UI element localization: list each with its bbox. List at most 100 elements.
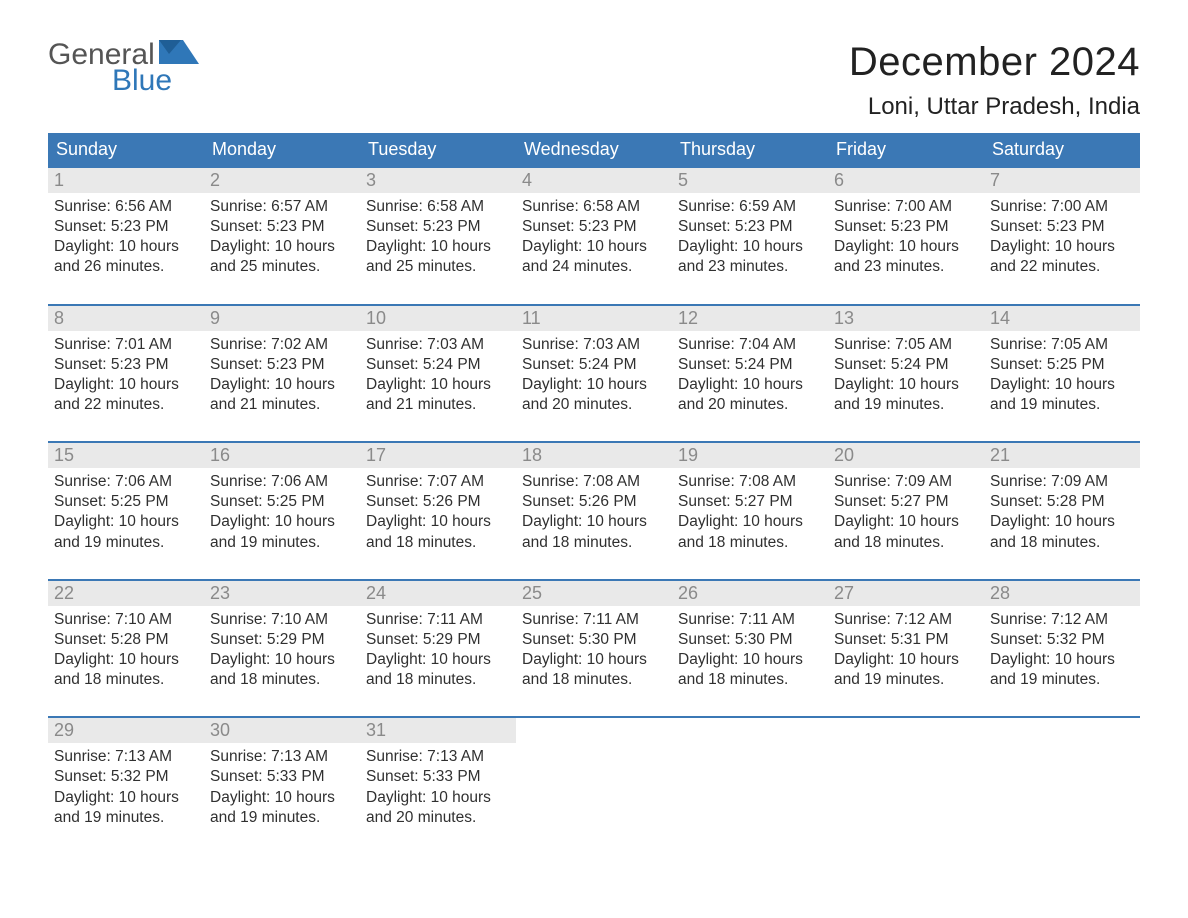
day-sunset: Sunset: 5:28 PM (990, 492, 1134, 512)
day-sunrise: Sunrise: 7:03 AM (522, 335, 666, 355)
day-body: Sunrise: 7:03 AMSunset: 5:24 PMDaylight:… (516, 331, 672, 416)
logo-text-blue: Blue (48, 66, 199, 96)
day-body: Sunrise: 7:01 AMSunset: 5:23 PMDaylight:… (48, 331, 204, 416)
dow-sunday: Sunday (48, 133, 204, 166)
day-day1: Daylight: 10 hours (366, 237, 510, 257)
day-day1: Daylight: 10 hours (54, 650, 198, 670)
day-sunrise: Sunrise: 7:11 AM (678, 610, 822, 630)
day-sunset: Sunset: 5:25 PM (54, 492, 198, 512)
day-body: Sunrise: 7:11 AMSunset: 5:30 PMDaylight:… (516, 606, 672, 691)
day-day2: and 19 minutes. (54, 533, 198, 553)
day-sunset: Sunset: 5:26 PM (366, 492, 510, 512)
day-cell: 12Sunrise: 7:04 AMSunset: 5:24 PMDayligh… (672, 306, 828, 430)
day-cell: 3Sunrise: 6:58 AMSunset: 5:23 PMDaylight… (360, 168, 516, 292)
dow-saturday: Saturday (984, 133, 1140, 166)
day-sunset: Sunset: 5:32 PM (990, 630, 1134, 650)
day-body: Sunrise: 7:13 AMSunset: 5:32 PMDaylight:… (48, 743, 204, 828)
day-day2: and 19 minutes. (990, 395, 1134, 415)
day-day2: and 22 minutes. (54, 395, 198, 415)
day-number: 31 (360, 718, 516, 743)
day-day1: Daylight: 10 hours (210, 237, 354, 257)
day-number: 4 (516, 168, 672, 193)
day-body: Sunrise: 7:09 AMSunset: 5:27 PMDaylight:… (828, 468, 984, 553)
day-cell: 19Sunrise: 7:08 AMSunset: 5:27 PMDayligh… (672, 443, 828, 567)
day-number: 21 (984, 443, 1140, 468)
day-day1: Daylight: 10 hours (522, 237, 666, 257)
day-day2: and 25 minutes. (210, 257, 354, 277)
day-sunrise: Sunrise: 7:06 AM (210, 472, 354, 492)
logo: General Blue (48, 40, 199, 96)
day-day1: Daylight: 10 hours (678, 650, 822, 670)
day-body: Sunrise: 7:07 AMSunset: 5:26 PMDaylight:… (360, 468, 516, 553)
day-number: 28 (984, 581, 1140, 606)
day-number: 5 (672, 168, 828, 193)
day-sunset: Sunset: 5:32 PM (54, 767, 198, 787)
day-body: Sunrise: 6:58 AMSunset: 5:23 PMDaylight:… (516, 193, 672, 278)
day-day1: Daylight: 10 hours (522, 375, 666, 395)
day-sunrise: Sunrise: 7:13 AM (210, 747, 354, 767)
day-sunrise: Sunrise: 7:13 AM (54, 747, 198, 767)
day-number: 11 (516, 306, 672, 331)
day-number: 13 (828, 306, 984, 331)
day-sunset: Sunset: 5:33 PM (210, 767, 354, 787)
day-sunset: Sunset: 5:24 PM (834, 355, 978, 375)
day-sunrise: Sunrise: 7:10 AM (54, 610, 198, 630)
day-day2: and 18 minutes. (366, 533, 510, 553)
day-number: 17 (360, 443, 516, 468)
week-row: 29Sunrise: 7:13 AMSunset: 5:32 PMDayligh… (48, 716, 1140, 842)
day-cell: 7Sunrise: 7:00 AMSunset: 5:23 PMDaylight… (984, 168, 1140, 292)
day-cell: 10Sunrise: 7:03 AMSunset: 5:24 PMDayligh… (360, 306, 516, 430)
day-body: Sunrise: 6:58 AMSunset: 5:23 PMDaylight:… (360, 193, 516, 278)
day-sunset: Sunset: 5:23 PM (210, 355, 354, 375)
day-sunrise: Sunrise: 7:13 AM (366, 747, 510, 767)
week-row: 22Sunrise: 7:10 AMSunset: 5:28 PMDayligh… (48, 579, 1140, 705)
day-body: Sunrise: 7:02 AMSunset: 5:23 PMDaylight:… (204, 331, 360, 416)
day-body: Sunrise: 7:08 AMSunset: 5:26 PMDaylight:… (516, 468, 672, 553)
dow-tuesday: Tuesday (360, 133, 516, 166)
week-row: 15Sunrise: 7:06 AMSunset: 5:25 PMDayligh… (48, 441, 1140, 567)
day-day2: and 18 minutes. (522, 533, 666, 553)
day-body: Sunrise: 7:12 AMSunset: 5:31 PMDaylight:… (828, 606, 984, 691)
day-sunrise: Sunrise: 7:10 AM (210, 610, 354, 630)
day-number: 14 (984, 306, 1140, 331)
day-day2: and 18 minutes. (678, 670, 822, 690)
day-day2: and 19 minutes. (210, 808, 354, 828)
day-day2: and 18 minutes. (54, 670, 198, 690)
day-body: Sunrise: 7:13 AMSunset: 5:33 PMDaylight:… (204, 743, 360, 828)
day-day1: Daylight: 10 hours (522, 650, 666, 670)
day-body: Sunrise: 7:09 AMSunset: 5:28 PMDaylight:… (984, 468, 1140, 553)
day-day2: and 20 minutes. (678, 395, 822, 415)
day-sunrise: Sunrise: 7:03 AM (366, 335, 510, 355)
dow-thursday: Thursday (672, 133, 828, 166)
day-day2: and 18 minutes. (678, 533, 822, 553)
day-body: Sunrise: 7:00 AMSunset: 5:23 PMDaylight:… (984, 193, 1140, 278)
day-cell: 13Sunrise: 7:05 AMSunset: 5:24 PMDayligh… (828, 306, 984, 430)
day-of-week-header: Sunday Monday Tuesday Wednesday Thursday… (48, 133, 1140, 166)
day-sunrise: Sunrise: 7:06 AM (54, 472, 198, 492)
calendar: Sunday Monday Tuesday Wednesday Thursday… (48, 133, 1140, 842)
day-number: 16 (204, 443, 360, 468)
day-cell: 5Sunrise: 6:59 AMSunset: 5:23 PMDaylight… (672, 168, 828, 292)
day-day1: Daylight: 10 hours (990, 375, 1134, 395)
day-number: 15 (48, 443, 204, 468)
day-sunset: Sunset: 5:23 PM (54, 355, 198, 375)
day-day2: and 19 minutes. (210, 533, 354, 553)
day-cell: 20Sunrise: 7:09 AMSunset: 5:27 PMDayligh… (828, 443, 984, 567)
week-row: 8Sunrise: 7:01 AMSunset: 5:23 PMDaylight… (48, 304, 1140, 430)
day-sunset: Sunset: 5:23 PM (990, 217, 1134, 237)
day-number: 10 (360, 306, 516, 331)
day-day1: Daylight: 10 hours (678, 237, 822, 257)
day-number: 27 (828, 581, 984, 606)
day-sunset: Sunset: 5:25 PM (210, 492, 354, 512)
day-day1: Daylight: 10 hours (366, 650, 510, 670)
day-number: 3 (360, 168, 516, 193)
day-sunrise: Sunrise: 7:09 AM (834, 472, 978, 492)
day-cell: 21Sunrise: 7:09 AMSunset: 5:28 PMDayligh… (984, 443, 1140, 567)
day-sunrise: Sunrise: 7:11 AM (522, 610, 666, 630)
day-day1: Daylight: 10 hours (834, 650, 978, 670)
day-number: 20 (828, 443, 984, 468)
day-number: 19 (672, 443, 828, 468)
day-day1: Daylight: 10 hours (210, 512, 354, 532)
day-sunset: Sunset: 5:24 PM (366, 355, 510, 375)
day-sunrise: Sunrise: 7:05 AM (834, 335, 978, 355)
